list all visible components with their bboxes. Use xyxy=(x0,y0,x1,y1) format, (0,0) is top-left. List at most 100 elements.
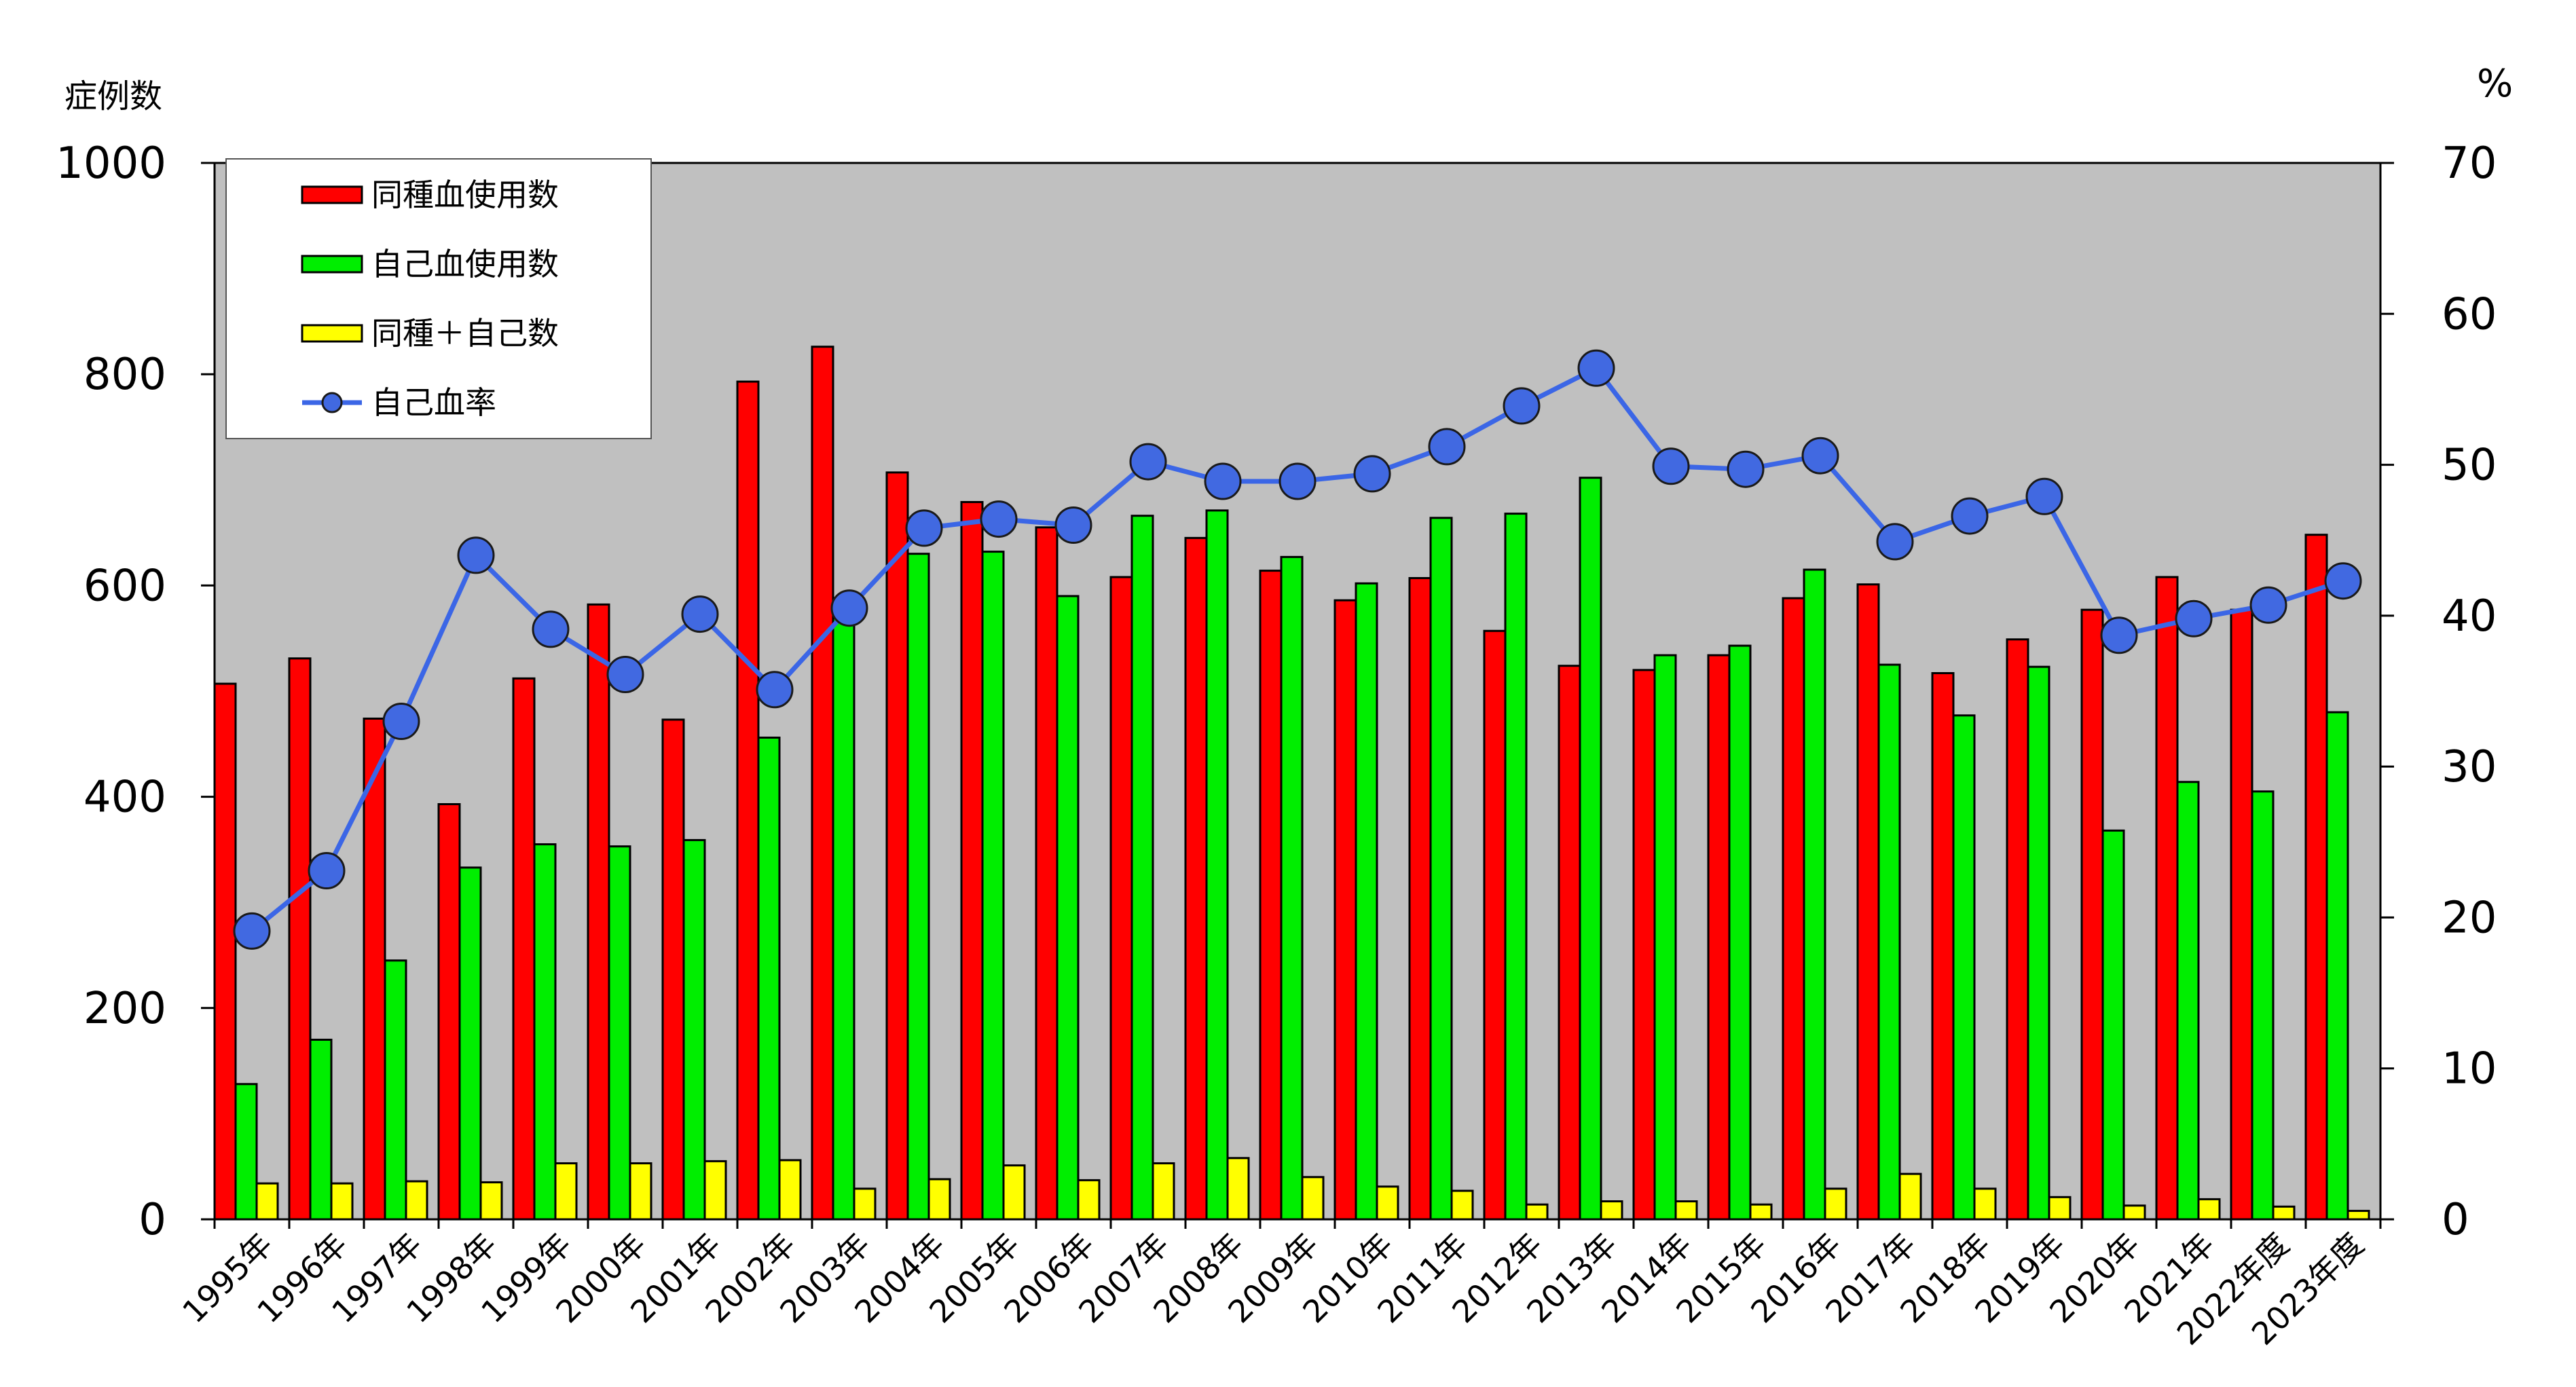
bar-1-25 xyxy=(2101,829,2125,1221)
left-tick-label-5: 1000 xyxy=(56,138,166,189)
bar-0-14 xyxy=(1259,570,1283,1221)
bar-2-28 xyxy=(2347,1210,2370,1221)
bar-0-1 xyxy=(288,657,312,1221)
bar-1-6 xyxy=(682,838,706,1221)
bar-1-23 xyxy=(1952,714,1976,1221)
bar-1-3 xyxy=(458,866,482,1221)
bar-1-15 xyxy=(1355,582,1378,1221)
rate-point-14 xyxy=(1278,462,1317,500)
right-tick-label-1: 10 xyxy=(2442,1044,2497,1094)
bar-2-6 xyxy=(703,1160,727,1221)
bar-0-27 xyxy=(2230,608,2253,1221)
right-tick-label-4: 40 xyxy=(2442,591,2497,642)
left-axis-label: 症例数 xyxy=(65,77,162,115)
bar-2-21 xyxy=(1824,1187,1847,1221)
bar-1-10 xyxy=(981,551,1005,1221)
rate-point-4 xyxy=(532,610,570,648)
rate-point-13 xyxy=(1204,462,1242,500)
rate-point-1 xyxy=(308,852,346,889)
bar-0-4 xyxy=(512,677,536,1221)
right-tick-label-0: 0 xyxy=(2442,1195,2469,1245)
bar-2-11 xyxy=(1077,1179,1101,1221)
legend-marker-3 xyxy=(321,392,343,413)
rate-point-5 xyxy=(606,656,644,693)
bar-2-18 xyxy=(1600,1200,1623,1221)
right-tick-label-2: 20 xyxy=(2442,893,2497,943)
legend-box xyxy=(225,158,652,439)
bar-0-24 xyxy=(2006,638,2029,1221)
right-tick-label-6: 60 xyxy=(2442,289,2497,339)
rate-point-0 xyxy=(233,912,271,950)
left-tick-label-4: 800 xyxy=(84,350,166,400)
rate-point-15 xyxy=(1353,455,1391,493)
bar-2-19 xyxy=(1674,1200,1698,1221)
rate-point-21 xyxy=(1801,437,1839,475)
rate-point-12 xyxy=(1129,443,1167,481)
bar-0-22 xyxy=(1856,583,1880,1221)
left-tick-label-1: 200 xyxy=(84,984,166,1034)
bar-2-13 xyxy=(1226,1157,1250,1221)
rate-point-17 xyxy=(1503,387,1541,425)
bar-1-26 xyxy=(2176,781,2200,1221)
bar-1-21 xyxy=(1803,568,1826,1221)
right-tick-label-3: 30 xyxy=(2442,742,2497,792)
bar-1-4 xyxy=(533,843,557,1221)
legend-label-1: 自己血使用数 xyxy=(371,246,559,282)
left-tick-label-3: 600 xyxy=(84,561,166,611)
bar-0-3 xyxy=(437,803,461,1221)
bar-2-24 xyxy=(2048,1196,2072,1221)
bar-2-25 xyxy=(2122,1204,2146,1221)
rate-point-23 xyxy=(1951,497,1989,535)
bar-1-12 xyxy=(1130,515,1154,1221)
bar-0-21 xyxy=(1782,597,1805,1221)
bars-layer xyxy=(213,346,2370,1221)
bar-2-5 xyxy=(629,1162,652,1221)
bar-2-3 xyxy=(479,1181,503,1221)
bar-1-28 xyxy=(2325,711,2349,1221)
bar-1-9 xyxy=(906,553,930,1221)
legend-label-0: 同種血使用数 xyxy=(371,177,559,213)
bar-2-2 xyxy=(405,1180,428,1221)
bar-1-5 xyxy=(608,845,631,1221)
bar-1-14 xyxy=(1280,555,1304,1221)
bar-0-8 xyxy=(811,346,834,1221)
rate-point-18 xyxy=(1577,349,1615,387)
bar-0-6 xyxy=(661,718,685,1221)
bar-2-14 xyxy=(1301,1176,1325,1221)
bar-2-15 xyxy=(1376,1185,1399,1221)
right-tick-label-7: 70 xyxy=(2442,138,2497,189)
bar-0-11 xyxy=(1035,526,1059,1221)
rate-point-25 xyxy=(2100,616,2138,654)
bar-2-16 xyxy=(1450,1189,1474,1221)
rate-point-28 xyxy=(2324,562,2362,600)
bar-0-17 xyxy=(1483,629,1507,1221)
bar-2-10 xyxy=(1002,1164,1026,1221)
rate-point-7 xyxy=(756,671,794,709)
rate-point-27 xyxy=(2249,586,2287,624)
rate-point-26 xyxy=(2175,599,2213,637)
left-tick-label-0: 0 xyxy=(139,1195,166,1245)
left-tick-label-2: 400 xyxy=(84,773,166,823)
bar-2-4 xyxy=(554,1162,578,1221)
bar-1-20 xyxy=(1728,644,1752,1221)
bar-1-8 xyxy=(832,616,855,1221)
legend-swatch-2 xyxy=(301,324,363,343)
rate-point-24 xyxy=(2025,477,2063,515)
bar-0-20 xyxy=(1707,654,1731,1221)
bar-0-12 xyxy=(1109,576,1133,1221)
rate-point-16 xyxy=(1428,428,1466,466)
bar-1-1 xyxy=(309,1039,333,1221)
rate-point-19 xyxy=(1652,447,1690,485)
legend-swatch-1 xyxy=(301,255,363,274)
bar-0-18 xyxy=(1558,665,1581,1221)
bar-0-16 xyxy=(1408,577,1432,1221)
bar-1-2 xyxy=(384,959,407,1221)
legend-label-3: 自己血率 xyxy=(371,384,496,421)
bar-2-22 xyxy=(1898,1172,1922,1221)
bar-1-0 xyxy=(234,1083,258,1221)
bar-0-15 xyxy=(1333,599,1357,1221)
bar-0-7 xyxy=(736,380,760,1221)
bar-2-7 xyxy=(778,1159,802,1221)
bar-1-22 xyxy=(1877,663,1901,1221)
bar-1-17 xyxy=(1504,513,1528,1221)
